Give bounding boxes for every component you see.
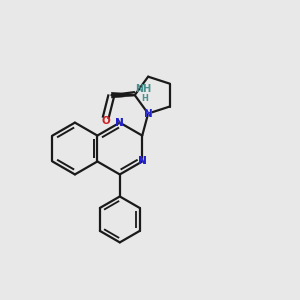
Text: N: N — [116, 118, 124, 128]
Polygon shape — [111, 92, 135, 98]
Text: N: N — [138, 157, 147, 166]
Text: N: N — [144, 109, 152, 118]
Text: H: H — [141, 94, 148, 103]
Text: N: N — [138, 157, 147, 166]
Text: N: N — [144, 109, 152, 118]
Text: O: O — [101, 116, 110, 126]
Text: N: N — [138, 157, 147, 166]
Text: N: N — [116, 118, 124, 128]
Text: NH: NH — [135, 84, 152, 94]
Text: N: N — [116, 118, 124, 128]
